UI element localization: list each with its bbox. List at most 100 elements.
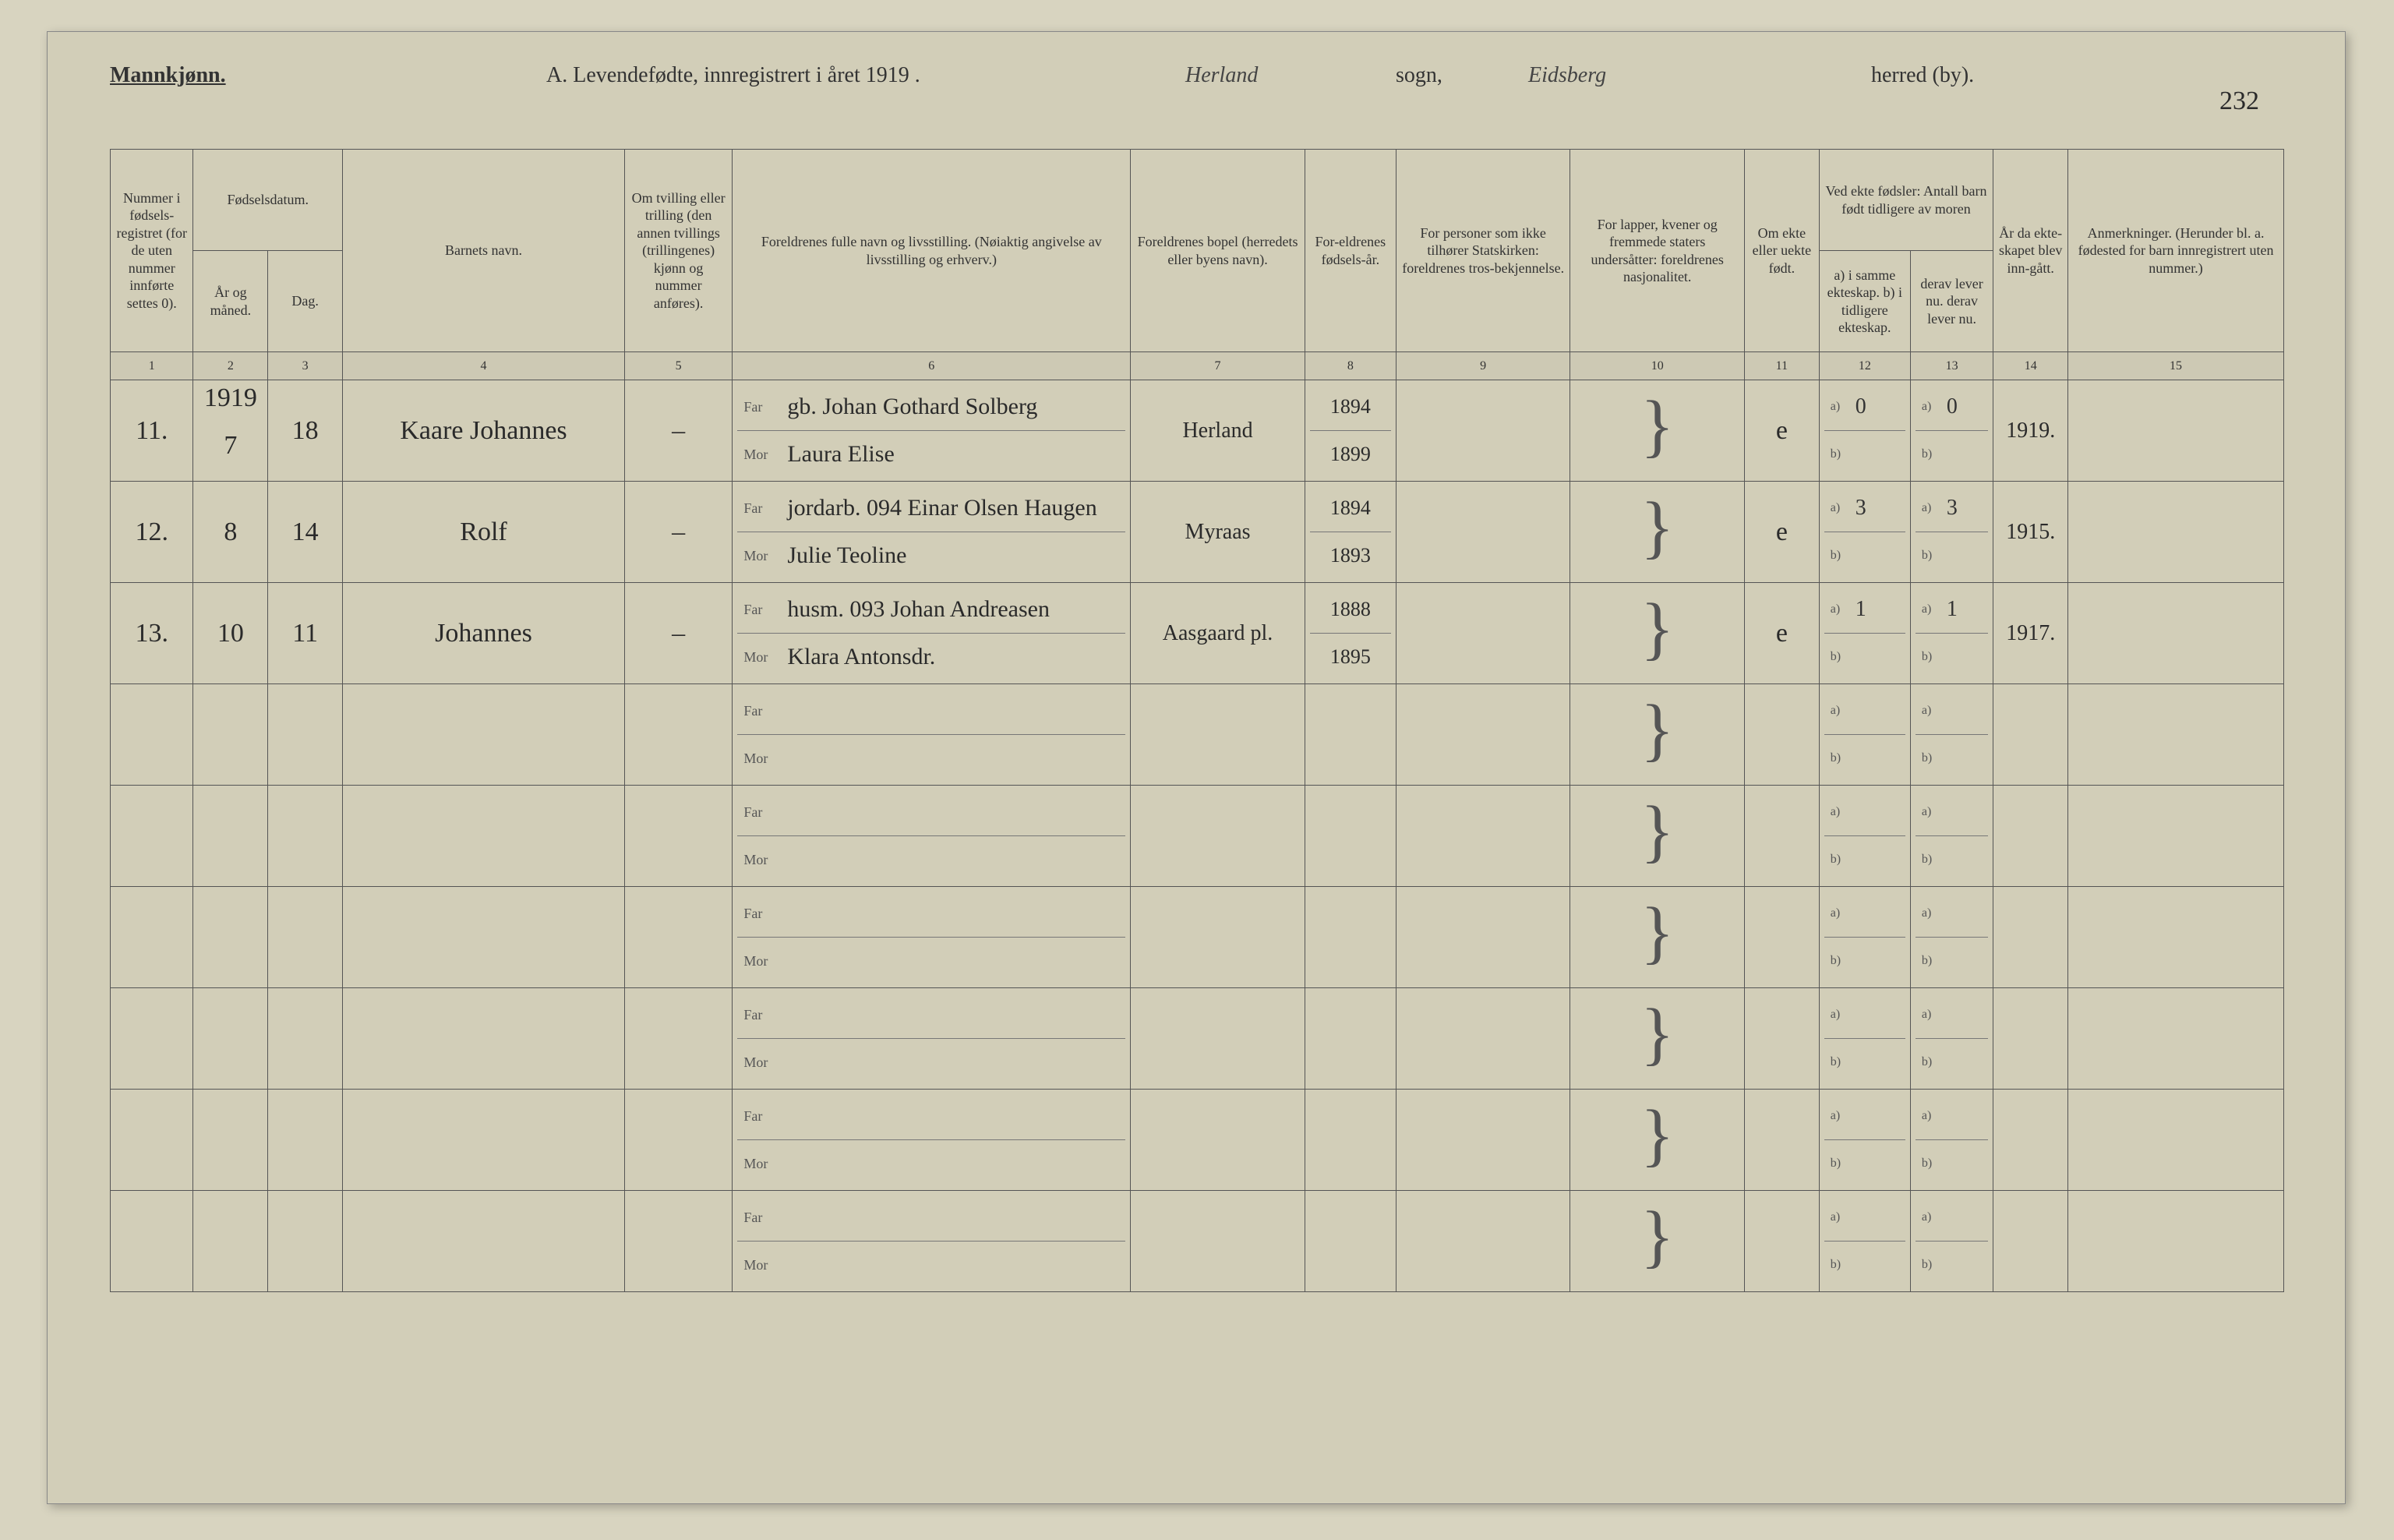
gender-label: Mannkjønn.	[110, 63, 226, 87]
entry-parent-years: 1888 1895	[1305, 583, 1396, 684]
entry-legitimacy: e	[1744, 380, 1819, 482]
entry-twin: –	[624, 482, 732, 583]
entry-prev-children: a) b)	[1819, 988, 1910, 1090]
col-header-15: Anmerkninger. (Herunder bl. a. fødested …	[2068, 150, 2284, 352]
entry-prev-living: a) b)	[1910, 786, 1993, 887]
col-header-8: For-eldrenes fødsels-år.	[1305, 150, 1396, 352]
entry-nationality: }	[1570, 583, 1745, 684]
table-row: 13. 10 11 Johannes – Farhusm. 093 Johan …	[111, 583, 2284, 684]
entry-child-name: Rolf	[343, 482, 625, 583]
col-header-7: Foreldrenes bopel (herredets eller byens…	[1131, 150, 1305, 352]
entry-day: 18	[268, 380, 343, 482]
entry-residence: Myraas	[1131, 482, 1305, 583]
entry-residence: Herland	[1131, 380, 1305, 482]
entry-day: 11	[268, 583, 343, 684]
entry-parents: Far Mor	[733, 988, 1131, 1090]
entry-prev-children: a)3 b)	[1819, 482, 1910, 583]
document-page: Mannkjønn. A. Levendefødte, innregistrer…	[47, 31, 2346, 1504]
entry-marriage-year: 1917.	[1993, 583, 2068, 684]
entry-number: 11.	[111, 380, 193, 482]
entry-legitimacy: e	[1744, 482, 1819, 583]
header-line: Mannkjønn. A. Levendefødte, innregistrer…	[110, 63, 2292, 88]
entry-parent-years: 1894 1899	[1305, 380, 1396, 482]
entry-nationality: }	[1570, 380, 1745, 482]
entry-number: 13.	[111, 583, 193, 684]
sogn-label: sogn,	[1396, 63, 1442, 88]
page-number: 232	[2219, 87, 2259, 116]
col-header-5: Om tvilling eller trilling (den annen tv…	[624, 150, 732, 352]
register-table: Nummer i fødsels-registret (for de uten …	[110, 149, 2284, 1292]
table-row: 11. 19197 18 Kaare Johannes – Fargb. Joh…	[111, 380, 2284, 482]
entry-parents: Farjordarb. 094 Einar Olsen Haugen MorJu…	[733, 482, 1131, 583]
district-handwritten: Eidsberg	[1528, 63, 1606, 88]
col-header-3: Dag.	[268, 251, 343, 352]
herred-label: herred (by).	[1871, 63, 1974, 88]
entry-parent-years: 1894 1893	[1305, 482, 1396, 583]
entry-prev-children: a) b)	[1819, 887, 1910, 988]
entry-month: 8	[193, 482, 268, 583]
entry-child-name: Kaare Johannes	[343, 380, 625, 482]
entry-parents: Far Mor	[733, 786, 1131, 887]
entry-day: 14	[268, 482, 343, 583]
entry-parents: Farhusm. 093 Johan Andreasen MorKlara An…	[733, 583, 1131, 684]
entry-parents: Far Mor	[733, 684, 1131, 786]
entry-prev-children: a) b)	[1819, 1090, 1910, 1191]
table-body: 11. 19197 18 Kaare Johannes – Fargb. Joh…	[111, 380, 2284, 1292]
entry-prev-children: a) b)	[1819, 684, 1910, 786]
table-row: 12. 8 14 Rolf – Farjordarb. 094 Einar Ol…	[111, 482, 2284, 583]
entry-remarks	[2068, 482, 2284, 583]
entry-prev-children: a) b)	[1819, 786, 1910, 887]
entry-residence: Aasgaard pl.	[1131, 583, 1305, 684]
entry-prev-children: a)1 b)	[1819, 583, 1910, 684]
col-header-4: Barnets navn.	[343, 150, 625, 352]
entry-legitimacy: e	[1744, 583, 1819, 684]
col-header-13: derav lever nu. derav lever nu.	[1910, 251, 1993, 352]
table-row: Far Mor } a) b) a) b)	[111, 1090, 2284, 1191]
entry-month: 19197	[193, 380, 268, 482]
entry-remarks	[2068, 583, 2284, 684]
col-header-6: Foreldrenes fulle navn og livsstilling. …	[733, 150, 1131, 352]
entry-prev-living: a) b)	[1910, 1191, 1993, 1292]
entry-nationality: }	[1570, 482, 1745, 583]
entry-prev-children: a)0 b)	[1819, 380, 1910, 482]
entry-religion	[1396, 380, 1570, 482]
entry-month: 10	[193, 583, 268, 684]
entry-remarks	[2068, 380, 2284, 482]
entry-parents: Far Mor	[733, 887, 1131, 988]
entry-prev-living: a)3 b)	[1910, 482, 1993, 583]
col-header-12: a) i samme ekteskap. b) i tidligere ekte…	[1819, 251, 1910, 352]
page-title: A. Levendefødte, innregistrert i året 19…	[546, 63, 920, 88]
entry-parents: Fargb. Johan Gothard Solberg MorLaura El…	[733, 380, 1131, 482]
entry-parents: Far Mor	[733, 1191, 1131, 1292]
table-header: Nummer i fødsels-registret (for de uten …	[111, 150, 2284, 380]
col-header-1: Nummer i fødsels-registret (for de uten …	[111, 150, 193, 352]
col-header-12-group: Ved ekte fødsler: Antall barn født tidli…	[1819, 150, 1993, 251]
entry-religion	[1396, 583, 1570, 684]
entry-prev-living: a) b)	[1910, 1090, 1993, 1191]
entry-child-name: Johannes	[343, 583, 625, 684]
col-header-9: For personer som ikke tilhører Statskirk…	[1396, 150, 1570, 352]
entry-prev-living: a)1 b)	[1910, 583, 1993, 684]
entry-prev-living: a) b)	[1910, 887, 1993, 988]
entry-prev-living: a) b)	[1910, 684, 1993, 786]
entry-prev-living: a) b)	[1910, 988, 1993, 1090]
entry-religion	[1396, 482, 1570, 583]
entry-marriage-year: 1915.	[1993, 482, 2068, 583]
col-header-10: For lapper, kvener og fremmede staters u…	[1570, 150, 1745, 352]
table-row: Far Mor } a) b) a) b)	[111, 1191, 2284, 1292]
entry-twin: –	[624, 583, 732, 684]
col-header-14: År da ekte-skapet blev inn-gått.	[1993, 150, 2068, 352]
column-numbers-row: 1 2 3 4 5 6 7 8 9 10 11 12 13 14 15	[111, 352, 2284, 380]
table-row: Far Mor } a) b) a) b)	[111, 988, 2284, 1090]
entry-prev-children: a) b)	[1819, 1191, 1910, 1292]
col-header-date-group: Fødselsdatum.	[193, 150, 343, 251]
entry-number: 12.	[111, 482, 193, 583]
parish-handwritten: Herland	[1185, 63, 1258, 88]
table-row: Far Mor } a) b) a) b)	[111, 887, 2284, 988]
table-row: Far Mor } a) b) a) b)	[111, 684, 2284, 786]
entry-parents: Far Mor	[733, 1090, 1131, 1191]
entry-twin: –	[624, 380, 732, 482]
entry-marriage-year: 1919.	[1993, 380, 2068, 482]
entry-prev-living: a)0 b)	[1910, 380, 1993, 482]
col-header-2: År og måned.	[193, 251, 268, 352]
